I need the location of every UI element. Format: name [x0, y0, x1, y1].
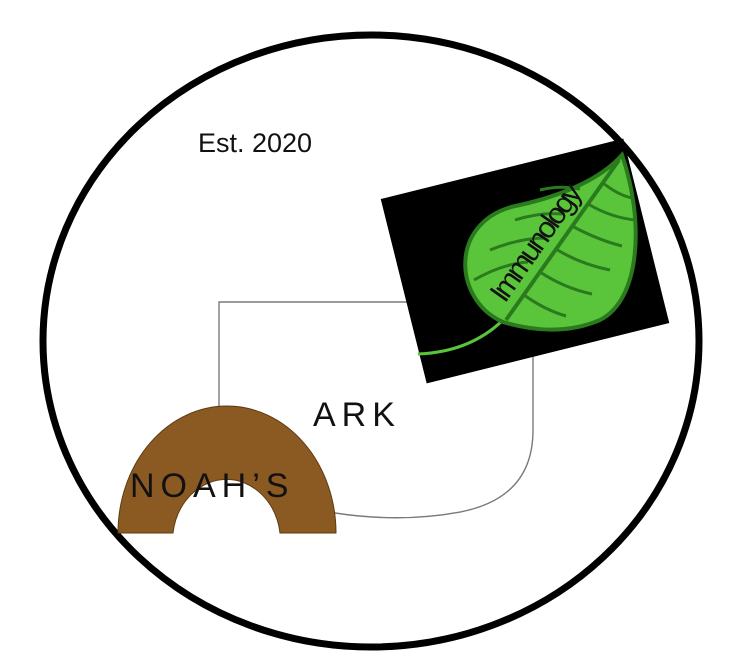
noahs-word: NOAH’S — [130, 467, 294, 505]
ark-hull-outline — [218, 301, 534, 519]
rainbow-arch-icon — [117, 405, 337, 534]
outer-ring — [39, 31, 703, 651]
ark-word: ARK — [313, 396, 401, 434]
established-text: Est. 2020 — [198, 128, 312, 158]
leaf-icon: Immunology — [417, 151, 638, 356]
